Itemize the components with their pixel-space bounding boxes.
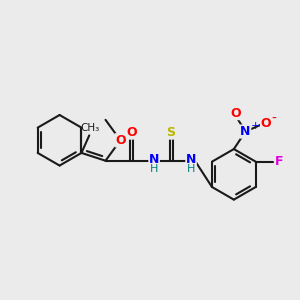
Text: N: N: [186, 153, 196, 166]
Text: O: O: [261, 117, 271, 130]
Text: H: H: [187, 164, 195, 173]
Text: O: O: [115, 134, 126, 147]
Text: H: H: [150, 164, 158, 173]
Text: -: -: [272, 112, 277, 126]
Text: N: N: [240, 125, 251, 138]
Text: N: N: [149, 153, 159, 166]
Text: CH₃: CH₃: [81, 124, 100, 134]
Text: O: O: [127, 126, 137, 139]
Text: O: O: [230, 106, 241, 120]
Text: +: +: [250, 121, 260, 131]
Text: F: F: [275, 155, 283, 168]
Text: S: S: [166, 126, 175, 139]
